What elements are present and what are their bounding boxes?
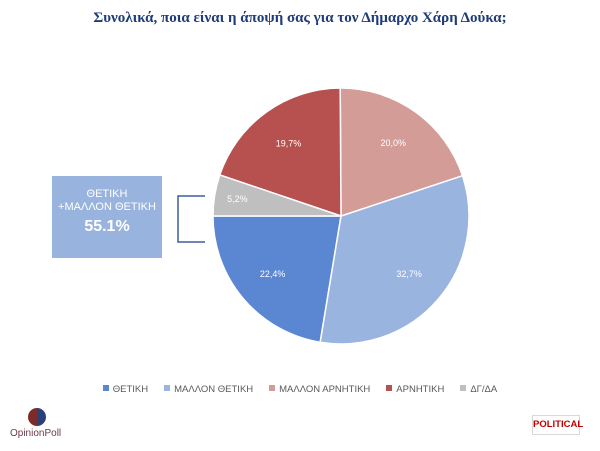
legend-swatch-3	[269, 385, 276, 392]
pie-data-label-1: 22,4%	[260, 269, 286, 279]
legend-item-3: ΜΑΛΛΟΝ ΑΡΝΗΤΙΚΗ	[269, 384, 370, 395]
pie-slice-1	[212, 215, 342, 344]
legend-label-3: ΜΑΛΛΟΝ ΑΡΝΗΤΙΚΗ	[279, 384, 371, 395]
pie-data-label-4: 19,7%	[276, 138, 302, 148]
opinionpoll-logo-icon	[28, 408, 46, 426]
opinionpoll-logo: OpinionPoll	[10, 408, 61, 439]
callout-bracket	[177, 195, 205, 243]
pie-data-label-3: 20,0%	[380, 138, 406, 148]
legend-item-4: ΑΡΝΗΤΙΚΗ	[386, 384, 444, 395]
legend-label-1: ΘΕΤΙΚΗ	[112, 384, 149, 395]
legend-item-1: ΘΕΤΙΚΗ	[102, 384, 149, 395]
pie-data-label-5: 5,2%	[227, 194, 248, 204]
chart-legend: ΘΕΤΙΚΗ ΜΑΛΛΟΝ ΘΕΤΙΚΗ ΜΑΛΛΟΝ ΑΡΝΗΤΙΚΗ ΑΡΝΗΤΙ…	[0, 384, 600, 395]
legend-label-2: ΜΑΛΛΟΝ ΘΕΤΙΚΗ	[174, 384, 254, 395]
callout-value: 55.1%	[84, 218, 130, 235]
callout-line2: +ΜΑΛΛΟΝ ΘΕΤΙΚΗ	[58, 201, 156, 213]
pie-slice-5	[212, 173, 342, 217]
chart-title: Συνολικά, ποια είναι η άποψή σας για τον…	[93, 10, 507, 26]
legend-item-2: ΜΑΛΛΟΝ ΘΕΤΙΚΗ	[164, 384, 253, 395]
political-logo: POLITICAL	[532, 415, 583, 435]
legend-item-5: ΔΓ/ΔΑ	[460, 384, 497, 395]
pie-slice-2	[319, 174, 470, 345]
callout-box: ΘΕΤΙΚΗ +ΜΑΛΛΟΝ ΘΕΤΙΚΗ 55.1%	[52, 176, 162, 258]
legend-swatch-1	[102, 385, 109, 392]
legend-label-5: ΔΓ/ΔΑ	[470, 384, 498, 395]
pie-slice-4	[218, 87, 342, 218]
callout-line1: ΘΕΤΙΚΗ	[86, 188, 128, 200]
pie-data-label-2: 32,7%	[396, 269, 422, 279]
pie-slice-3	[339, 87, 464, 218]
legend-swatch-2	[164, 385, 171, 392]
legend-swatch-5	[460, 385, 467, 392]
legend-swatch-4	[386, 385, 393, 392]
legend-label-4: ΑΡΝΗΤΙΚΗ	[396, 384, 445, 395]
opinionpoll-logo-text: OpinionPoll	[10, 428, 62, 439]
